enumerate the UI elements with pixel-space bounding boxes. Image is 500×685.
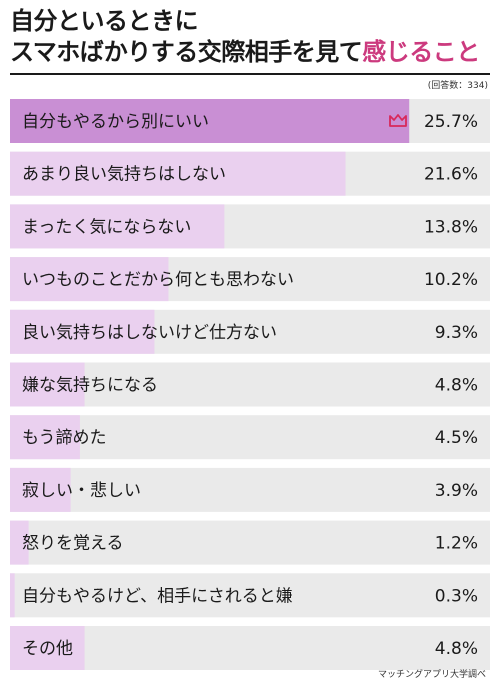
source-note: マッチングアプリ大学調べ — [377, 670, 486, 680]
value-label: 21.6% — [424, 165, 478, 185]
title-divider — [10, 73, 490, 75]
value-label: 10.2% — [424, 270, 478, 290]
bar — [10, 204, 225, 249]
category-label: あまり良い気持ちはしない — [22, 165, 226, 185]
title-line-1: 自分といるときに — [10, 7, 199, 35]
category-label: まったく気にならない — [22, 217, 191, 237]
crown-icon — [389, 114, 407, 127]
bar-track — [10, 626, 490, 670]
category-label: 良い気持ちはしないけど仕方ない — [22, 323, 277, 343]
value-label: 9.3% — [435, 323, 478, 343]
bar — [10, 99, 410, 143]
value-label: 1.2% — [435, 534, 478, 554]
category-label: 自分もやるから別にいい — [22, 112, 209, 132]
value-label: 25.7% — [424, 112, 478, 132]
category-label: 怒りを覚える — [22, 534, 124, 554]
value-label: 0.3% — [435, 586, 478, 606]
category-label: 寂しい・悲しい — [22, 481, 141, 501]
bar-track — [10, 467, 490, 512]
title-line-2: スマホばかりする交際相手を見て感じること — [10, 37, 490, 68]
chart-title: 自分といるときに スマホばかりする交際相手を見て感じること — [10, 6, 490, 68]
bar — [10, 626, 85, 670]
value-label: 3.9% — [435, 481, 478, 501]
bar — [10, 257, 169, 302]
bar-track — [10, 573, 490, 618]
category-label: その他 — [22, 639, 73, 659]
bar — [10, 309, 155, 354]
bar — [10, 415, 80, 460]
title-line-2-plain: スマホばかりする交際相手を見て — [10, 38, 363, 66]
bar-track — [10, 520, 490, 565]
bar — [10, 573, 15, 618]
bar-track — [10, 362, 490, 407]
bar — [10, 362, 85, 407]
category-label: 自分もやるけど、相手にされると嫌 — [22, 586, 293, 606]
bar — [10, 467, 71, 512]
bar-track — [10, 415, 490, 460]
title-line-2-accent: 感じること — [362, 38, 480, 66]
bar — [10, 151, 346, 196]
respondent-count: (回答数：334) — [427, 81, 488, 91]
value-label: 4.5% — [435, 428, 478, 448]
value-label: 4.8% — [435, 639, 478, 659]
value-label: 13.8% — [424, 217, 478, 237]
category-label: もう諦めた — [22, 428, 107, 448]
bar — [10, 520, 29, 565]
value-label: 4.8% — [435, 376, 478, 396]
category-label: いつものことだから何とも思わない — [22, 270, 294, 290]
category-label: 嫌な気持ちになる — [22, 376, 158, 396]
